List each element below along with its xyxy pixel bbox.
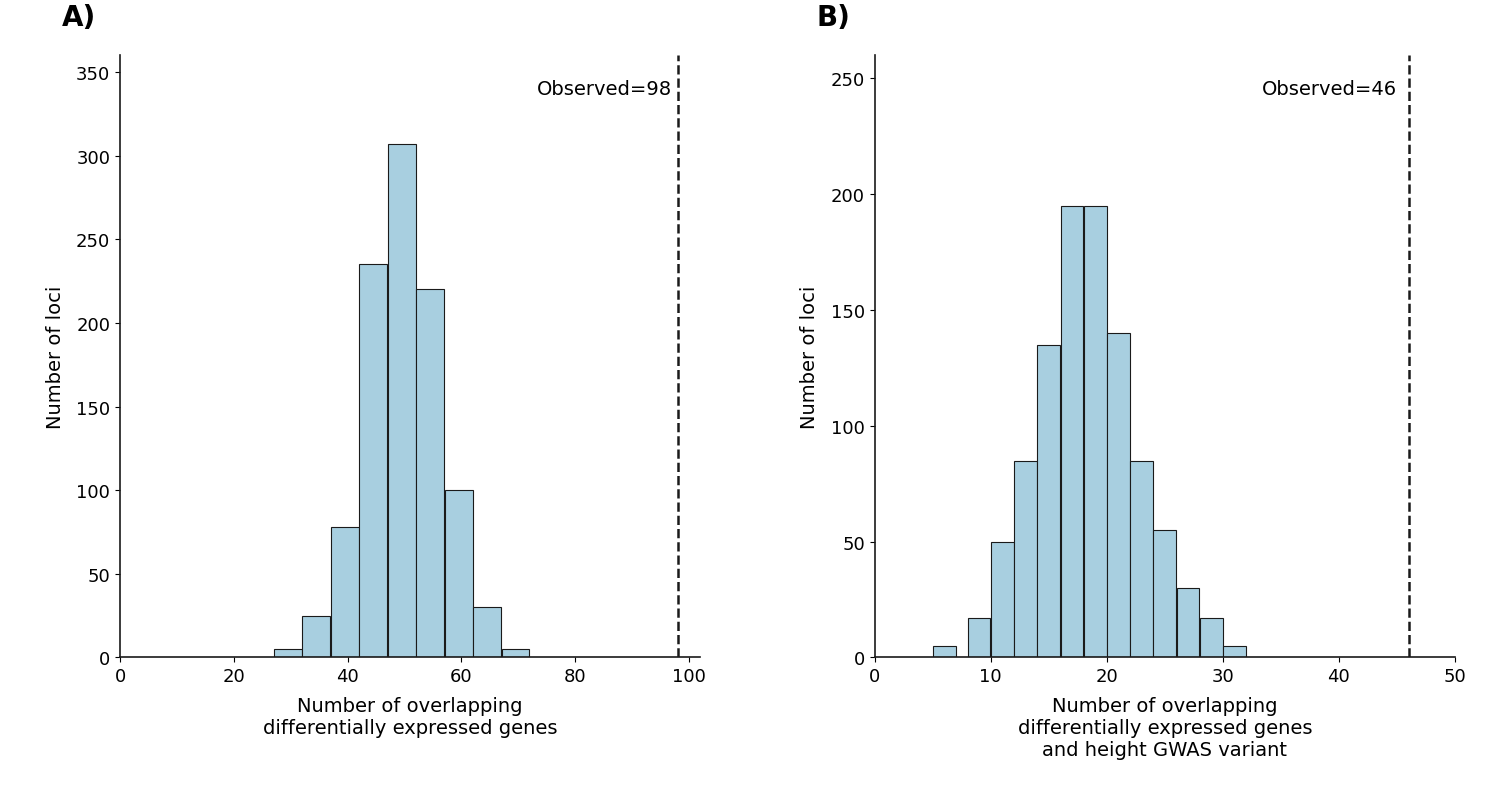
Y-axis label: Number of loci: Number of loci (46, 286, 64, 428)
Bar (933, 646, 956, 658)
Bar (303, 616, 330, 658)
Bar (1107, 334, 1130, 658)
Bar (992, 542, 1014, 658)
Bar (1130, 461, 1154, 658)
Bar (360, 265, 387, 658)
X-axis label: Number of overlapping
differentially expressed genes
and height GWAS variant: Number of overlapping differentially exp… (1017, 696, 1312, 759)
Bar (1200, 618, 1222, 658)
Bar (1154, 530, 1176, 658)
Text: Observed=98: Observed=98 (537, 80, 672, 99)
Bar (1084, 206, 1107, 658)
Bar (968, 618, 990, 658)
Bar (274, 650, 302, 658)
Bar (444, 491, 472, 658)
Text: B): B) (816, 4, 850, 32)
Bar (1176, 588, 1200, 658)
Text: Observed=46: Observed=46 (1262, 80, 1396, 99)
Bar (472, 608, 501, 658)
Bar (1014, 461, 1036, 658)
Y-axis label: Number of loci: Number of loci (801, 286, 819, 428)
Bar (1060, 206, 1083, 658)
Bar (1222, 646, 1246, 658)
Bar (416, 290, 444, 658)
Bar (332, 528, 358, 658)
Bar (1038, 346, 1060, 658)
Text: A): A) (62, 4, 96, 32)
Bar (387, 144, 416, 658)
X-axis label: Number of overlapping
differentially expressed genes: Number of overlapping differentially exp… (262, 696, 558, 737)
Bar (501, 650, 530, 658)
